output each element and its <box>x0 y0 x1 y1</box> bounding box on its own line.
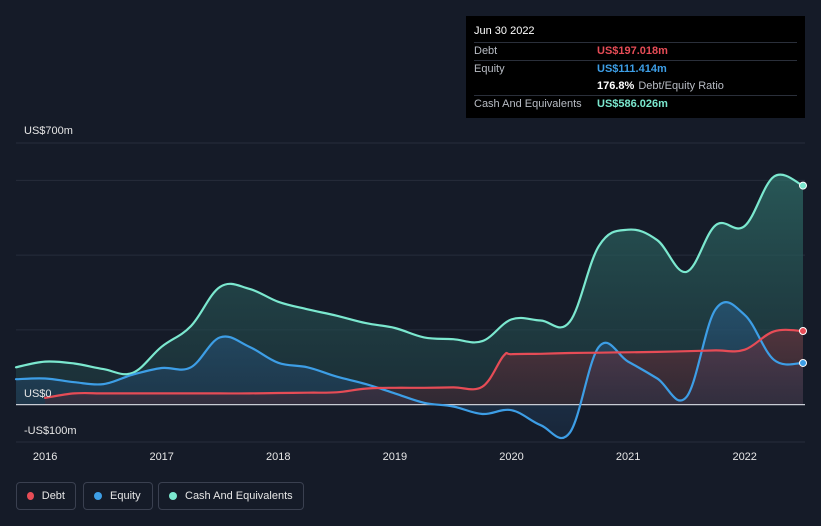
series-end-markers <box>799 181 807 367</box>
y-tick-label-top: US$700m <box>24 125 73 137</box>
legend-item-debt[interactable]: Debt <box>16 482 76 510</box>
tooltip-ratio-label: Debt/Equity Ratio <box>638 80 724 92</box>
tooltip-date: Jun 30 2022 <box>474 25 535 37</box>
equity-dot-icon <box>94 492 102 500</box>
debt-dot-icon <box>27 492 34 500</box>
tooltip-row-ratio: 176.8% Debt/Equity Ratio <box>474 78 797 95</box>
equity-end-point <box>799 358 807 367</box>
legend-item-equity[interactable]: Equity <box>83 482 153 510</box>
series-lines <box>14 173 805 440</box>
legend-equity-label: Equity <box>110 490 141 502</box>
tooltip-debt-label: Debt <box>474 45 498 57</box>
x-tick-2017: 2017 <box>149 451 174 463</box>
tooltip-debt-value: US$197.018m <box>597 45 668 57</box>
x-tick-2020: 2020 <box>499 451 524 463</box>
x-tick-2022: 2022 <box>732 451 757 463</box>
tooltip-row-debt: Debt US$197.018m <box>474 42 797 60</box>
debt-line <box>44 328 805 399</box>
y-tick-label-zero: US$0 <box>24 388 52 400</box>
tooltip-cash-value: US$586.026m <box>597 98 668 110</box>
cash-and-equivalents-line <box>14 173 805 376</box>
data-tooltip: Jun 30 2022 Debt US$197.018m Equity US$1… <box>466 16 805 118</box>
x-tick-2021: 2021 <box>615 451 641 463</box>
legend-cash-label: Cash And Equivalents <box>185 490 293 502</box>
tooltip-ratio-value: 176.8% <box>597 80 635 92</box>
debt-area <box>45 329 804 405</box>
tooltip-equity-value: US$111.414m <box>597 63 667 75</box>
tooltip-row-cash: Cash And Equivalents US$586.026m <box>474 95 797 113</box>
tooltip-row-equity: Equity US$111.414m <box>474 60 797 78</box>
tooltip-equity-label: Equity <box>474 63 505 75</box>
x-tick-2019: 2019 <box>382 451 408 463</box>
y-tick-label-bottom: -US$100m <box>24 425 77 437</box>
cash-dot-icon <box>169 492 177 500</box>
x-tick-2016: 2016 <box>32 451 58 463</box>
tooltip-cash-label: Cash And Equivalents <box>474 98 582 110</box>
equity-line <box>14 301 805 440</box>
debt-end-point <box>799 326 807 335</box>
cash-and-equivalents-end-point <box>799 181 807 190</box>
legend-debt-label: Debt <box>41 490 65 502</box>
x-tick-2018: 2018 <box>266 451 291 463</box>
legend-item-cash[interactable]: Cash And Equivalents <box>158 482 304 510</box>
